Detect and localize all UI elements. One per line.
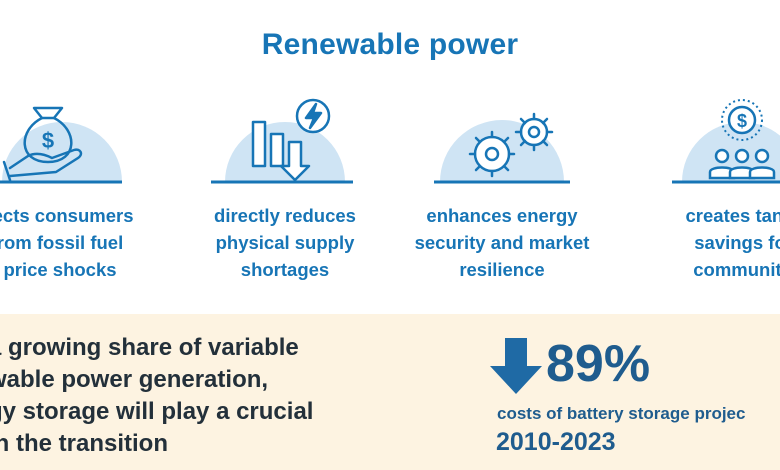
stat-percent: 89% xyxy=(546,335,651,393)
benefit-label: tects consumers rom fossil fuel price sh… xyxy=(0,205,134,280)
stat-caption: costs of battery storage projec xyxy=(497,404,746,423)
svg-text:$: $ xyxy=(42,128,54,153)
svg-text:$: $ xyxy=(737,111,747,131)
gears-icon xyxy=(434,112,570,184)
benefit-label: enhances energy security and market resi… xyxy=(414,205,590,280)
storage-banner: a growing share of variable wable power … xyxy=(0,314,780,470)
bar-chart-down-lightning-icon xyxy=(211,98,353,184)
benefit-label: creates tang savings fo communiti xyxy=(685,205,780,280)
community-savings-icon: $ xyxy=(672,99,780,184)
money-bag-hand-icon: $ xyxy=(0,106,122,184)
stat-period: 2010-2023 xyxy=(496,428,616,456)
down-arrow-icon xyxy=(490,338,542,394)
benefit-label: directly reduces physical supply shortag… xyxy=(214,205,356,280)
banner-text: a growing share of variable wable power … xyxy=(0,334,314,457)
page-title: Renewable power xyxy=(261,28,519,61)
